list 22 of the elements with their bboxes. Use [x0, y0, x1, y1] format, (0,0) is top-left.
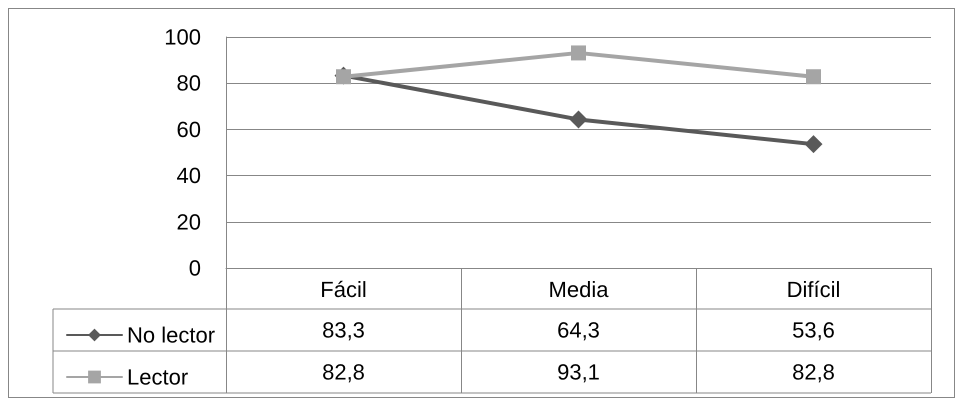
legend-label: Lector — [127, 364, 188, 390]
y-tick-label: 60 — [176, 116, 201, 142]
data-label: 53,6 — [792, 318, 835, 342]
x-tick-label: Media — [548, 277, 610, 302]
point — [570, 110, 588, 128]
point — [336, 69, 351, 84]
point — [571, 45, 586, 60]
y-tick-label: 80 — [176, 70, 201, 96]
point — [806, 69, 821, 84]
y-tick-label: 20 — [176, 209, 201, 234]
legend-label: No lector — [127, 322, 216, 348]
y-tick-label: 40 — [176, 163, 201, 188]
data-label: 82,8 — [792, 360, 835, 384]
x-tick-label: Fácil — [320, 277, 367, 302]
point — [804, 135, 822, 154]
y-tick-label: 100 — [164, 24, 201, 50]
data-label: 83,3 — [322, 318, 365, 342]
x-tick-label: Difícil — [786, 277, 840, 302]
data-label: 82,8 — [322, 360, 365, 384]
data-label: 93,1 — [557, 360, 600, 384]
data-label: 64,3 — [557, 318, 600, 342]
y-tick-label: 0 — [188, 256, 201, 280]
